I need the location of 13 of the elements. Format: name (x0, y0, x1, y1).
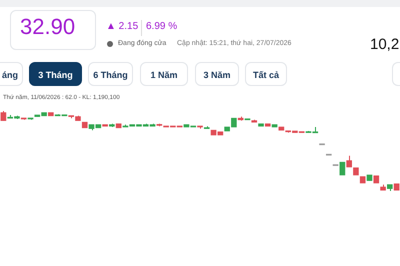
text: 1 Năm (140, 62, 188, 86)
candlestick (340, 162, 346, 176)
text: 6.99 % (146, 21, 178, 32)
text: 3 Tháng (29, 62, 82, 86)
text: 3 Năm (195, 62, 239, 86)
text: áng (0, 62, 23, 86)
text: ▲ 2.15 (106, 21, 138, 32)
text: 6 Tháng (88, 62, 133, 86)
text: 32.90 (20, 14, 76, 40)
text: 10,2 (370, 36, 400, 53)
candlestick (346, 155, 352, 168)
candlestick (0, 110, 6, 122)
text: Tất cả (245, 62, 287, 86)
